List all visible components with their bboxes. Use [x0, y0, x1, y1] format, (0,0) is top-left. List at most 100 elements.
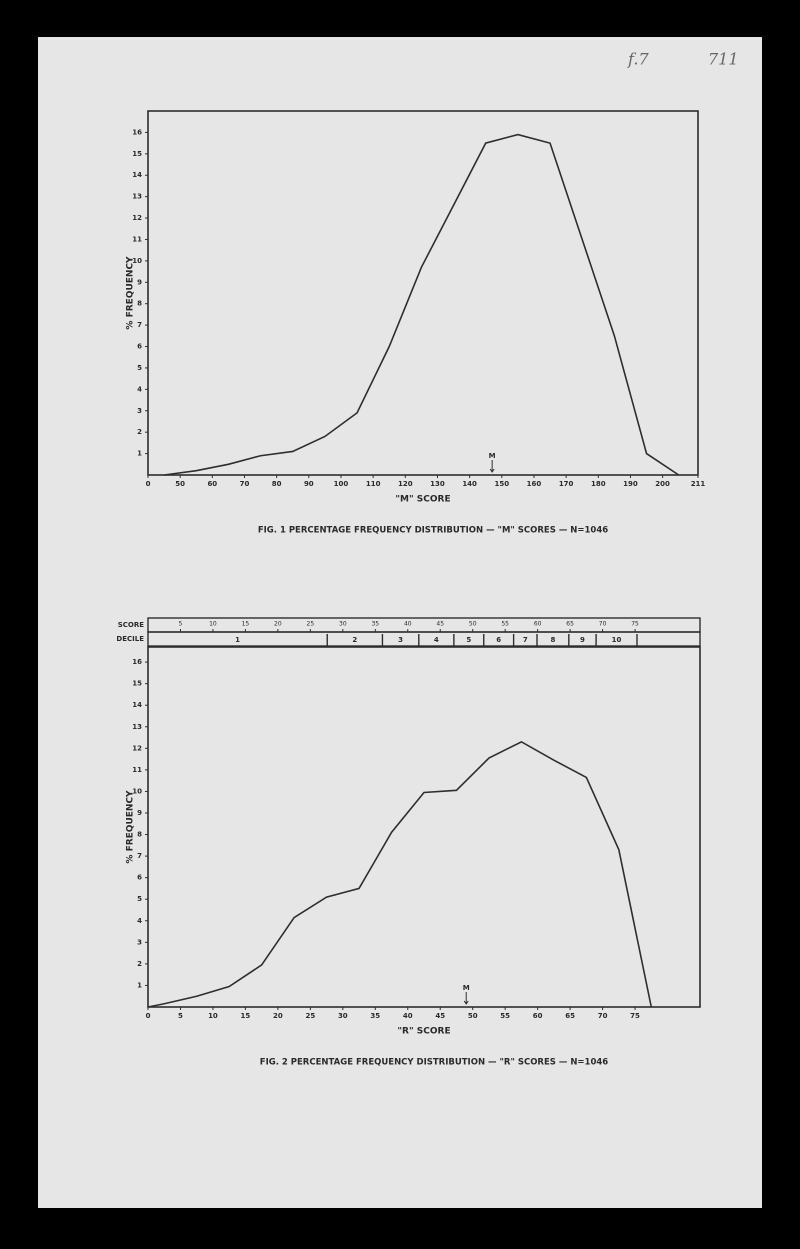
- x-tick-label: 35: [370, 1012, 380, 1020]
- y-tick-label: 15: [132, 150, 142, 158]
- y-tick-label: 7: [137, 321, 142, 329]
- score-tick-label: 70: [599, 621, 607, 628]
- y-tick-label: 9: [137, 809, 142, 817]
- decile-label: 5: [466, 636, 471, 644]
- x-tick-label: 40: [403, 1012, 413, 1020]
- x-axis-label: "M" SCORE: [395, 495, 450, 505]
- x-tick-label: 0: [146, 480, 151, 488]
- y-tick-label: 14: [132, 171, 142, 179]
- y-tick-label: 1: [137, 450, 142, 458]
- y-tick-label: 2: [137, 960, 142, 968]
- page-note: 711: [708, 50, 739, 69]
- x-tick-label: 160: [527, 480, 542, 488]
- plot-frame: [147, 110, 699, 476]
- score-row-label: SCORE: [118, 621, 145, 629]
- decile-label: 10: [612, 636, 622, 644]
- paper: [38, 37, 762, 1208]
- score-tick-label: 15: [242, 621, 250, 628]
- x-tick-label: 100: [334, 480, 349, 488]
- y-tick-label: 14: [132, 701, 142, 709]
- y-tick-label: 1: [137, 981, 142, 989]
- y-tick-label: 9: [137, 278, 142, 286]
- score-tick-label: 35: [371, 621, 379, 628]
- data-line: [147, 740, 653, 1008]
- score-tick-label: 55: [501, 621, 509, 628]
- figure-caption: FIG. 1 PERCENTAGE FREQUENCY DISTRIBUTION…: [258, 526, 608, 536]
- score-tick-label: 60: [534, 621, 542, 628]
- y-tick-label: 5: [137, 364, 142, 372]
- y-tick-label: 15: [132, 680, 142, 688]
- x-tick-label: 150: [494, 480, 509, 488]
- x-tick-label: 60: [533, 1012, 543, 1020]
- x-tick-label: 80: [272, 480, 282, 488]
- x-tick-label: 65: [565, 1012, 575, 1020]
- x-tick-label: 5: [178, 1012, 183, 1020]
- y-tick-label: 16: [132, 658, 142, 666]
- decile-label: 8: [550, 636, 555, 644]
- x-tick-label: 70: [240, 480, 250, 488]
- y-tick-label: 16: [132, 128, 142, 136]
- score-tick-label: 50: [469, 621, 477, 628]
- figure-caption: FIG. 2 PERCENTAGE FREQUENCY DISTRIBUTION…: [260, 1058, 609, 1068]
- decile-row-label: DECILE: [116, 635, 144, 643]
- x-tick-label: 190: [623, 480, 638, 488]
- y-tick-label: 11: [132, 766, 142, 774]
- y-tick-label: 4: [137, 917, 142, 925]
- decile-row: [147, 631, 701, 647]
- x-tick-label: 15: [241, 1012, 251, 1020]
- y-tick-label: 7: [137, 852, 142, 860]
- x-tick-label: 55: [500, 1012, 510, 1020]
- x-tick-label: 60: [207, 480, 217, 488]
- x-tick-label: 50: [175, 480, 185, 488]
- score-tick-label: 5: [179, 621, 183, 628]
- x-tick-label: 90: [304, 480, 314, 488]
- decile-label: 2: [352, 636, 357, 644]
- y-tick-label: 3: [137, 407, 142, 415]
- score-tick-label: 65: [566, 621, 574, 628]
- y-axis-label: % FREQUENCY: [126, 790, 136, 864]
- y-tick-label: 12: [132, 214, 142, 222]
- decile-label: 4: [434, 636, 439, 644]
- y-tick-label: 8: [137, 300, 142, 308]
- x-tick-label: 140: [462, 480, 477, 488]
- decile-label: 3: [398, 636, 403, 644]
- x-tick-label: 10: [208, 1012, 218, 1020]
- y-axis-label: % FREQUENCY: [126, 256, 136, 330]
- y-tick-label: 11: [132, 235, 142, 243]
- y-tick-label: 13: [132, 193, 142, 201]
- y-tick-label: 10: [132, 257, 142, 265]
- score-tick-label: 30: [339, 621, 347, 628]
- x-tick-label: 50: [468, 1012, 478, 1020]
- score-tick-label: 40: [404, 621, 412, 628]
- y-tick-label: 10: [132, 787, 142, 795]
- page-note: f.7: [627, 50, 649, 69]
- x-axis-label: "R" SCORE: [397, 1027, 450, 1037]
- y-tick-label: 3: [137, 938, 142, 946]
- y-tick-label: 5: [137, 895, 142, 903]
- x-tick-label: 130: [430, 480, 445, 488]
- x-tick-label: 0: [146, 1012, 151, 1020]
- score-tick-label: 10: [209, 621, 217, 628]
- score-tick-label: 75: [631, 621, 639, 628]
- y-tick-label: 2: [137, 428, 142, 436]
- annotation-label: M: [463, 984, 470, 992]
- y-tick-label: 6: [137, 874, 142, 882]
- x-tick-label: 200: [655, 480, 670, 488]
- x-tick-label: 170: [559, 480, 574, 488]
- x-tick-label: 70: [598, 1012, 608, 1020]
- x-tick-label: 25: [305, 1012, 315, 1020]
- decile-label: 6: [496, 636, 501, 644]
- plot-frame: [147, 646, 701, 1008]
- annotation-label: M: [489, 452, 496, 460]
- decile-label: 1: [235, 636, 240, 644]
- score-tick-label: 45: [436, 621, 444, 628]
- y-tick-label: 12: [132, 744, 142, 752]
- x-tick-label: 30: [338, 1012, 348, 1020]
- data-line: [163, 133, 680, 476]
- y-tick-label: 8: [137, 831, 142, 839]
- annotation-arrow: [489, 460, 495, 473]
- y-tick-label: 4: [137, 385, 142, 393]
- decile-label: 9: [580, 636, 585, 644]
- decile-label: 7: [523, 636, 528, 644]
